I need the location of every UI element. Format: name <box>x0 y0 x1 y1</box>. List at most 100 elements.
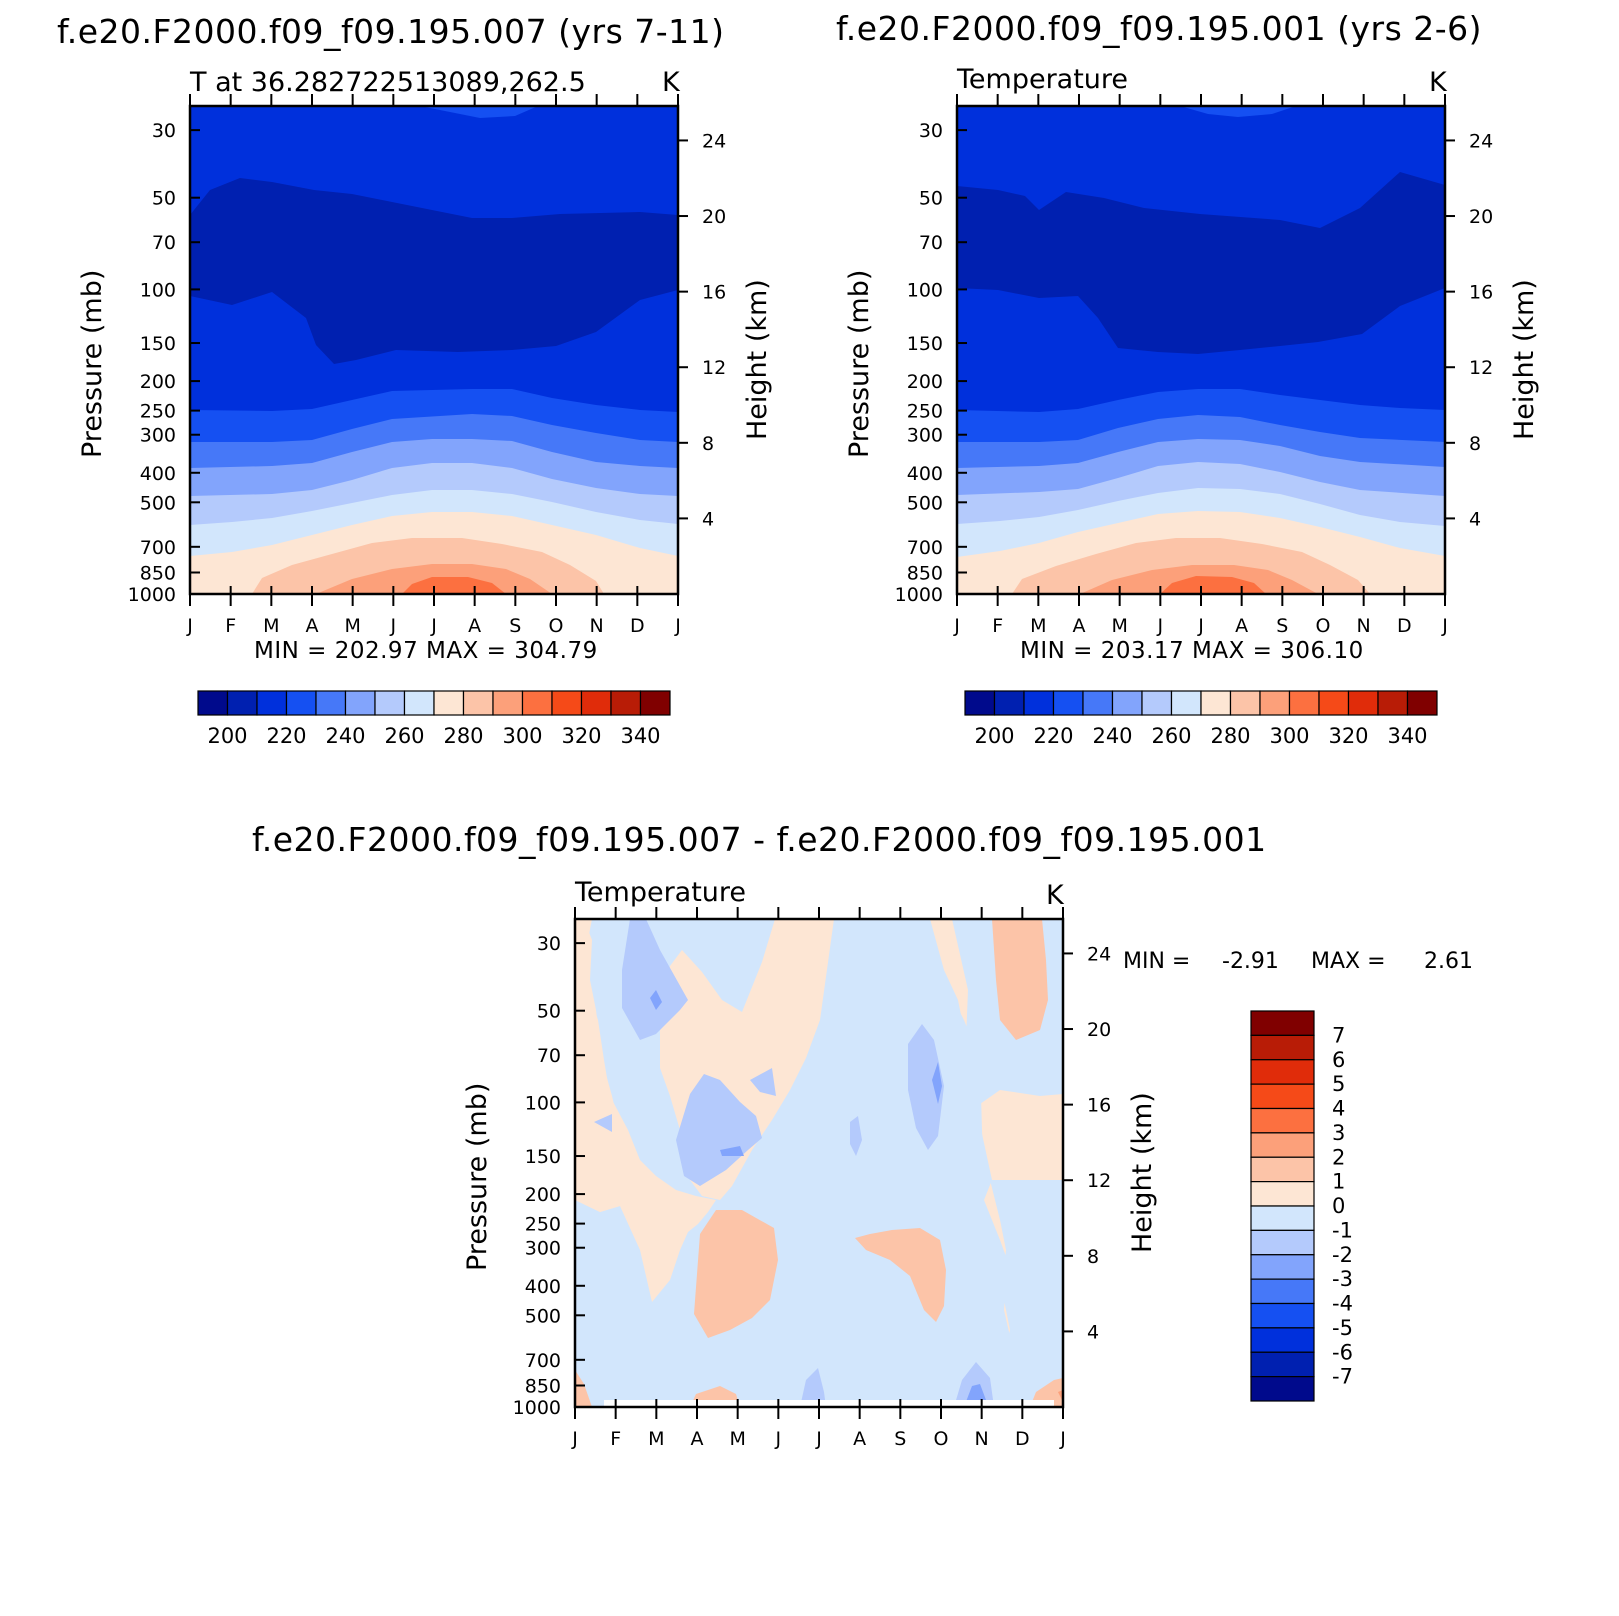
month-tick-label: A <box>853 1428 866 1450</box>
pressure-tick-label: 150 <box>140 333 176 355</box>
colorbar-swatch <box>1250 1376 1315 1402</box>
colorbar-swatch <box>344 690 376 716</box>
month-tick-label: J <box>1441 615 1448 637</box>
month-tick-label: M <box>1030 615 1046 637</box>
colorbar-label: 280 <box>443 724 483 748</box>
band-neg-2-3-b <box>932 1062 942 1104</box>
pressure-tick-label: 700 <box>140 537 176 559</box>
colorbar-label: -5 <box>1332 1316 1353 1340</box>
band-pos-1-2-d <box>575 1370 592 1407</box>
top-left-title: f.e20.F2000.f09_f09.195.007 (yrs 7-11) <box>57 12 725 51</box>
colorbar-swatch <box>610 690 642 716</box>
colorbar-swatch <box>433 690 465 716</box>
month-tick-label: J <box>775 1428 782 1450</box>
colorbar-label: 0 <box>1332 1194 1345 1218</box>
pressure-tick-label: 1000 <box>895 584 943 606</box>
band-neg-2-3-a <box>650 990 662 1010</box>
band-neg-right <box>990 1180 1063 1407</box>
colorbar-swatch <box>1082 690 1114 716</box>
colorbar-swatch <box>285 690 317 716</box>
colorbar-label: 3 <box>1332 1121 1345 1145</box>
height-tick-label: 20 <box>1087 1019 1111 1041</box>
month-tick-label: J <box>674 615 681 637</box>
colorbar-swatch <box>1250 1107 1315 1134</box>
height-tick-label: 16 <box>1469 282 1493 304</box>
pressure-tick-label: 250 <box>907 401 943 423</box>
height-tick-label: 16 <box>1087 1095 1111 1117</box>
ylabel-right-diff: Height (km) <box>1127 1092 1158 1253</box>
colorbar-swatch <box>1250 1156 1315 1183</box>
colorbar-swatch <box>374 690 406 716</box>
height-tick-label: 12 <box>1469 357 1493 379</box>
colorbar-label: 5 <box>1332 1072 1345 1096</box>
band-neg-2-3-c <box>720 1146 744 1156</box>
month-tick-label: N <box>975 1428 989 1450</box>
month-tick-label: S <box>509 615 521 637</box>
pressure-tick-label: 150 <box>525 1146 561 1168</box>
month-tick-label: J <box>571 1428 578 1450</box>
colorbar-swatch <box>1229 690 1261 716</box>
pressure-tick-label: 400 <box>140 463 176 485</box>
stats-max-diff: 2.61 <box>1424 949 1473 974</box>
band-pos-1-2-c <box>855 1228 946 1322</box>
band-neg-1-2-d <box>594 1114 612 1132</box>
pressure-tick-label: 500 <box>907 492 943 514</box>
month-tick-label: J <box>815 1428 822 1450</box>
height-tick-label: 4 <box>702 508 714 530</box>
colorbar-swatch <box>1250 1010 1315 1036</box>
month-tick-label: D <box>1397 615 1412 637</box>
height-tick-label: 16 <box>702 282 726 304</box>
pressure-tick-label: 850 <box>907 563 943 585</box>
band-neg-1-2-b <box>676 1074 762 1186</box>
pressure-tick-label: 700 <box>907 537 943 559</box>
month-tick-label: S <box>1276 615 1288 637</box>
stats-min-diff: -2.91 <box>1222 949 1279 974</box>
colorbar-label: 260 <box>384 724 424 748</box>
colorbar-swatch <box>580 690 612 716</box>
pressure-tick-label: 100 <box>525 1092 561 1114</box>
pressure-tick-label: 500 <box>525 1305 561 1327</box>
band-neg-1-2-c <box>750 1068 776 1096</box>
colorbar-label: 300 <box>502 724 542 748</box>
height-tick-label: 8 <box>1469 433 1481 455</box>
colorbar-swatch <box>256 690 288 716</box>
colorbar-label: 240 <box>1092 724 1132 748</box>
colorbar-label: -7 <box>1332 1365 1353 1389</box>
pressure-tick-label: 500 <box>140 492 176 514</box>
colorbar-swatch <box>197 690 229 716</box>
height-tick-label: 24 <box>702 130 726 152</box>
height-tick-label: 24 <box>1469 130 1493 152</box>
pressure-tick-label: 150 <box>907 333 943 355</box>
month-tick-label: J <box>1059 1428 1066 1450</box>
variable-label-case2: Temperature <box>956 64 1128 95</box>
band-pos-1-2-a <box>992 919 1048 1040</box>
pressure-tick-label: 1000 <box>128 584 176 606</box>
colorbar-swatch <box>1170 690 1202 716</box>
pressure-tick-label: 400 <box>907 463 943 485</box>
colorbar-swatch <box>993 690 1025 716</box>
colorbar-swatch <box>521 690 553 716</box>
month-tick-label: N <box>590 615 604 637</box>
colorbar-case1: 200 220 240 260 280 300 320 340 <box>197 690 671 748</box>
month-tick-label: M <box>648 1428 664 1450</box>
month-tick-label: J <box>186 615 193 637</box>
month-tick-label: J <box>390 615 397 637</box>
colorbar-swatch <box>315 690 347 716</box>
variable-label-diff: Temperature <box>574 877 746 908</box>
colorbar-label: 1 <box>1332 1170 1345 1194</box>
units-label-case1: K <box>662 67 681 98</box>
month-tick-label: J <box>953 615 960 637</box>
pressure-tick-label: 850 <box>525 1376 561 1398</box>
height-tick-label: 8 <box>702 433 714 455</box>
colorbar-swatch <box>1288 690 1320 716</box>
pressure-tick-label: 200 <box>907 371 943 393</box>
colorbar-case2: 200 220 240 260 280 300 320 340 <box>964 690 1438 748</box>
band-pos-1-2-b <box>694 1210 778 1338</box>
colorbar-swatch <box>1250 1181 1315 1207</box>
colorbar-swatch <box>403 690 435 716</box>
month-tick-label: F <box>992 615 1003 637</box>
height-tick-label: 12 <box>702 357 726 379</box>
height-tick-label: 12 <box>1087 1170 1111 1192</box>
month-tick-label: M <box>263 615 279 637</box>
colorbar-swatch <box>1250 1278 1315 1305</box>
